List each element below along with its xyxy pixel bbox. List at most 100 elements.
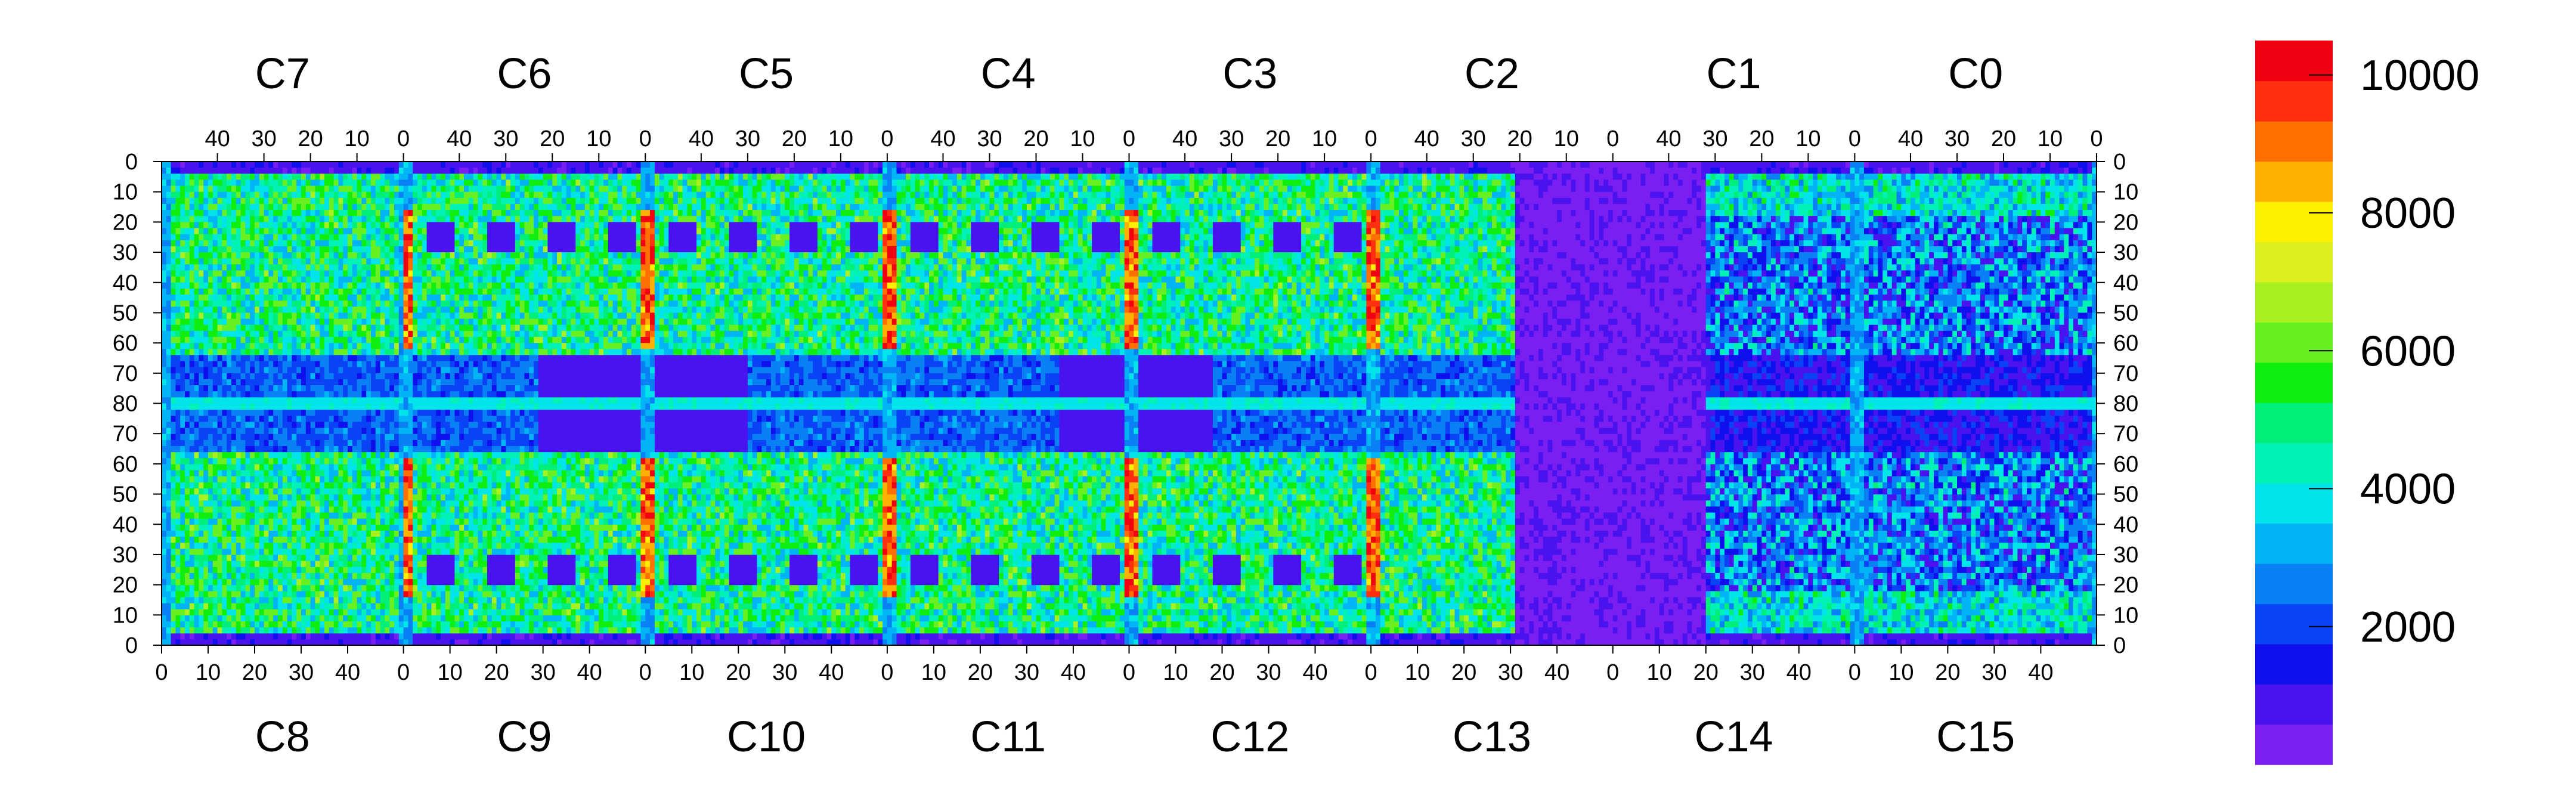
heatmap-cell [213, 319, 218, 326]
heatmap-cell [389, 633, 394, 640]
heatmap-cell [371, 543, 376, 549]
heatmap-cell [324, 289, 329, 295]
heatmap-cell [208, 174, 213, 180]
heatmap-cell [334, 373, 339, 380]
heatmap-cell [268, 216, 273, 222]
heatmap-cell [301, 246, 306, 253]
heatmap-cell [320, 270, 324, 277]
heatmap-cell [357, 530, 362, 537]
heatmap-cell [287, 422, 292, 428]
heatmap-cell [222, 561, 227, 567]
heatmap-cell [171, 264, 176, 271]
heatmap-cell [399, 506, 404, 513]
heatmap-cell [385, 494, 389, 501]
heatmap-cell [366, 228, 371, 235]
heatmap-cell [301, 633, 306, 640]
heatmap-cell [259, 410, 264, 416]
heatmap-cell [162, 349, 166, 355]
heatmap-cell [175, 422, 180, 428]
heatmap-cell [329, 306, 334, 313]
heatmap-cell [389, 361, 394, 368]
heatmap-cell [296, 234, 301, 241]
heatmap-cell [366, 337, 371, 343]
heatmap-cell [190, 331, 194, 338]
heatmap-cell [301, 301, 306, 307]
heatmap-cell [385, 289, 389, 295]
heatmap-cell [376, 270, 380, 277]
heatmap-cell [222, 482, 227, 488]
heatmap-cell [385, 530, 389, 537]
heatmap-cell [162, 246, 166, 253]
heatmap-cell [199, 258, 203, 265]
heatmap-cell [250, 312, 255, 319]
heatmap-cell [361, 439, 366, 446]
heatmap-cell [315, 240, 320, 247]
heatmap-cell [320, 319, 324, 326]
heatmap-cell [236, 234, 241, 241]
heatmap-cell [334, 518, 339, 525]
heatmap-cell [175, 379, 180, 386]
heatmap-cell [306, 222, 311, 228]
heatmap-cell [315, 234, 320, 241]
heatmap-cell [203, 270, 208, 277]
heatmap-cell [255, 621, 259, 627]
heatmap-cell [264, 258, 269, 265]
heatmap-cell [287, 578, 292, 585]
heatmap-cell [404, 306, 408, 313]
heatmap-cell [199, 439, 203, 446]
heatmap-cell [371, 506, 376, 513]
heatmap-cell [162, 222, 166, 228]
heatmap-cell [348, 555, 352, 561]
heatmap-cell [292, 391, 296, 398]
heatmap-cell [185, 603, 190, 609]
heatmap-cell [380, 439, 385, 446]
heatmap-cell [329, 488, 334, 494]
heatmap-cell [380, 246, 385, 253]
heatmap-cell [371, 301, 376, 307]
heatmap-cell [306, 476, 311, 482]
heatmap-cell [334, 174, 339, 180]
heatmap-cell [166, 597, 171, 603]
heatmap-cell [287, 361, 292, 368]
heatmap-cell [268, 277, 273, 283]
heatmap-cell [194, 179, 199, 186]
heatmap-cell [190, 234, 194, 241]
heatmap-cell [259, 289, 264, 295]
heatmap-cell [278, 500, 283, 507]
heatmap-cell [245, 355, 250, 361]
heatmap-cell [366, 428, 371, 434]
heatmap-cell [320, 445, 324, 452]
heatmap-cell [162, 543, 166, 549]
heatmap-cell [366, 464, 371, 470]
heatmap-cell [329, 422, 334, 428]
heatmap-cell [389, 566, 394, 573]
heatmap-cell [213, 488, 218, 494]
heatmap-cell [166, 270, 171, 277]
heatmap-cell [222, 537, 227, 543]
heatmap-cell [264, 428, 269, 434]
heatmap-cell [292, 488, 296, 494]
heatmap-cell [166, 234, 171, 241]
heatmap-cell [255, 216, 259, 222]
heatmap-cell [180, 343, 185, 349]
heatmap-cell [185, 186, 190, 193]
heatmap-cell [389, 306, 394, 313]
heatmap-cell [324, 439, 329, 446]
heatmap-cell [366, 289, 371, 295]
heatmap-cell [236, 397, 241, 404]
heatmap-cell [185, 264, 190, 271]
heatmap-cell [241, 306, 246, 313]
heatmap-cell [166, 488, 171, 494]
heatmap-cell [264, 179, 269, 186]
heatmap-cell [311, 277, 315, 283]
heatmap-cell [301, 470, 306, 476]
heatmap-cell [343, 572, 348, 579]
heatmap-cell [296, 277, 301, 283]
heatmap-cell [306, 591, 311, 597]
heatmap-cell [389, 325, 394, 332]
heatmap-cell [208, 186, 213, 193]
heatmap-cell [273, 264, 278, 271]
heatmap-cell [320, 295, 324, 301]
heatmap-cell [203, 422, 208, 428]
